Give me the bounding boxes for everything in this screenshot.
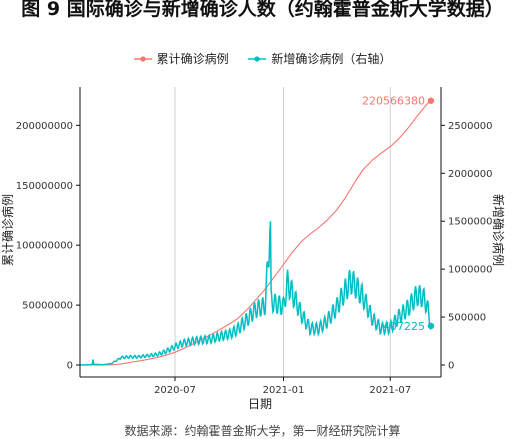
y-axis-title: 累计确诊病例 (0, 194, 15, 266)
x-tick-label-0: 2020-07 (154, 385, 196, 396)
legend-item-daily: 新增确诊病例（右轴） (248, 50, 391, 67)
y-tick-label-1: 50000000 (22, 301, 73, 312)
x-tick-label-1: 2021-01 (263, 385, 305, 396)
series-end-point-0 (427, 97, 435, 104)
chart: 220566380 407225 0 50000000 100000000 150000… (0, 87, 506, 411)
series-end-label-0: 220566380 (362, 95, 425, 108)
legend-label-daily: 新增确诊病例（右轴） (271, 52, 392, 66)
legend-label-cumulative: 累计确诊病例 (156, 52, 229, 66)
y2-tick-label-3: 1500000 (448, 217, 493, 228)
series-line-0 (79, 100, 432, 366)
figure-title: 图 9 国际确诊与新增确诊人数（约翰霍普金斯大学数据） (21, 0, 504, 20)
y2-axis-title: 新增确诊病例 (491, 194, 506, 266)
y2-tick-label-4: 2000000 (448, 169, 493, 180)
y-tick-label-0: 0 (67, 361, 73, 372)
y2-tick-label-1: 500000 (448, 313, 486, 324)
y-tick-label-4: 200000000 (16, 121, 73, 132)
x-tick-label-2: 2021-07 (369, 385, 411, 396)
x-axis-title: 日期 (248, 397, 272, 411)
series-line-1 (80, 221, 432, 366)
source-note: 数据来源：约翰霍普金斯大学，第一财经研究院计算 (124, 424, 401, 438)
y2-tick-label-0: 0 (448, 361, 454, 372)
series-end-label-1: 407225 (383, 320, 425, 333)
legend-item-cumulative: 累计确诊病例 (133, 50, 229, 67)
y2-tick-label-5: 2500000 (448, 121, 493, 132)
gridlines (174, 87, 391, 377)
legend-key-daily (248, 55, 267, 62)
legend-key-cumulative (133, 55, 152, 62)
series-end-point-1 (427, 322, 435, 330)
series-area: 220566380 407225 (79, 95, 435, 366)
y-tick-label-3: 150000000 (16, 181, 73, 192)
axes: 0 50000000 100000000 150000000 200000000 0 500… (16, 87, 493, 396)
chart-legend: 累计确诊病例 新增确诊病例（右轴） (0, 50, 525, 67)
y-tick-label-2: 100000000 (16, 241, 73, 252)
y2-tick-label-2: 1000000 (448, 265, 493, 276)
